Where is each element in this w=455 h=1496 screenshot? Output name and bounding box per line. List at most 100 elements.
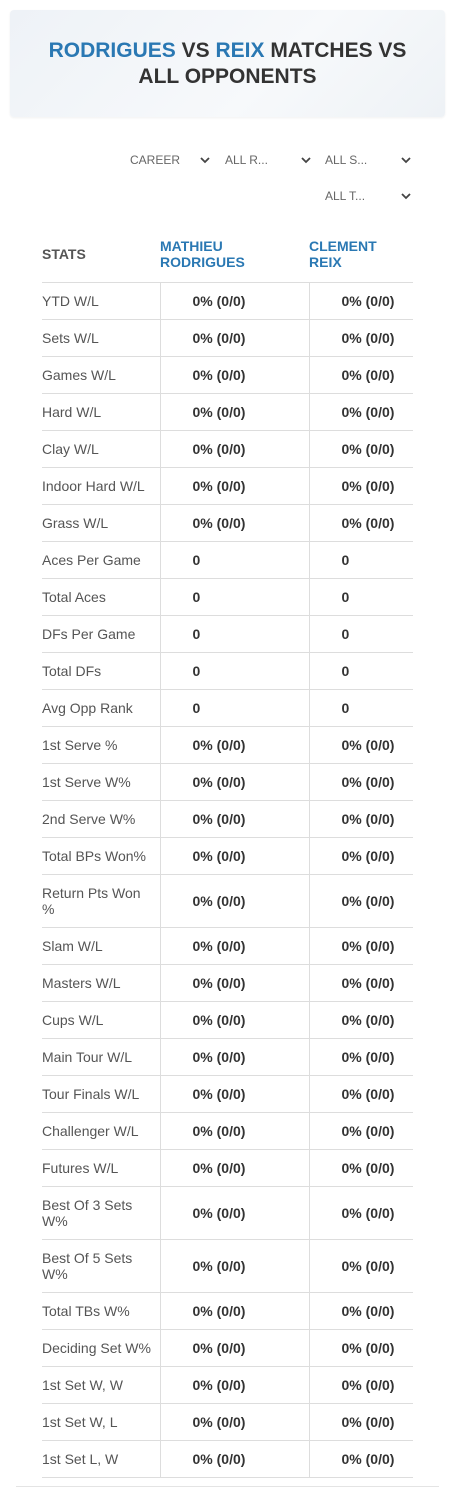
header-row: STATS MATHIEU RODRIGUES CLEMENT REIX: [42, 225, 413, 283]
stat-row: Slam W/L 0% (0/0) 0% (0/0): [42, 927, 413, 965]
player-name: RODRIGUES: [48, 38, 176, 62]
stat-label: 1st Serve W%: [42, 763, 160, 801]
stat-value: 0% (0/0): [308, 504, 413, 542]
filter-select[interactable]: ALL S...: [325, 150, 411, 170]
stat-value: 0% (0/0): [159, 927, 309, 965]
chevron-icon: [401, 157, 411, 164]
stat-row: Total TBs W% 0% (0/0) 0% (0/0): [42, 1292, 413, 1330]
title-text: VS: [181, 38, 210, 62]
stat-value: 0% (0/0): [308, 1038, 413, 1076]
stat-value: 0% (0/0): [159, 1112, 309, 1150]
stat-label: Indoor Hard W/L: [42, 467, 160, 505]
chevron-icon: [401, 193, 411, 200]
stat-value: 0% (0/0): [159, 467, 309, 505]
stat-label: 2nd Serve W%: [42, 800, 160, 838]
stat-label: Challenger W/L: [42, 1112, 160, 1150]
stat-value: 0% (0/0): [159, 1366, 309, 1404]
stat-row: Total BPs Won% 0% (0/0) 0% (0/0): [42, 837, 413, 875]
stat-value: 0% (0/0): [159, 393, 309, 431]
stat-row: Futures W/L 0% (0/0) 0% (0/0): [42, 1149, 413, 1187]
stat-value: 0% (0/0): [308, 319, 413, 357]
stat-value: 0% (0/0): [308, 800, 413, 838]
stat-label: Best Of 3 Sets W%: [42, 1186, 160, 1240]
stat-value: 0% (0/0): [159, 504, 309, 542]
stat-row: Avg Opp Rank 0 0: [42, 689, 413, 727]
stat-value: 0% (0/0): [159, 1329, 309, 1367]
header-box: RODRIGUES VS REIX MATCHES VS ALL OPPONEN…: [10, 10, 445, 117]
filter-select[interactable]: CAREER: [130, 150, 210, 170]
stat-label: Clay W/L: [42, 430, 160, 468]
page-title: RODRIGUES VS REIX MATCHES VS ALL OPPONEN…: [28, 38, 428, 90]
filter-select[interactable]: ALL T...: [325, 186, 411, 206]
filter-label: ALL S...: [325, 153, 368, 167]
stat-row: Total DFs 0 0: [42, 652, 413, 690]
stat-label: Aces Per Game: [42, 541, 160, 579]
filter-select[interactable]: ALL R...: [225, 150, 311, 170]
stat-value: 0% (0/0): [308, 1112, 413, 1150]
stat-value: 0: [159, 652, 309, 690]
stat-row: Return Pts Won % 0% (0/0) 0% (0/0): [42, 874, 413, 928]
stat-value: 0% (0/0): [308, 1366, 413, 1404]
stat-label: Total TBs W%: [42, 1292, 160, 1330]
stat-value: 0% (0/0): [159, 800, 309, 838]
stat-row: Masters W/L 0% (0/0) 0% (0/0): [42, 964, 413, 1002]
stat-row: Challenger W/L 0% (0/0) 0% (0/0): [42, 1112, 413, 1150]
stat-row: Hard W/L 0% (0/0) 0% (0/0): [42, 393, 413, 431]
stat-value: 0% (0/0): [159, 763, 309, 801]
stat-value: 0% (0/0): [159, 1075, 309, 1113]
stat-value: 0% (0/0): [159, 964, 309, 1002]
table-body: YTD W/L 0% (0/0) 0% (0/0) Sets W/L 0% (0/0) 0…: [42, 282, 413, 1478]
stat-value: 0% (0/0): [159, 1239, 309, 1293]
stat-label: Games W/L: [42, 356, 160, 394]
stat-value: 0: [159, 578, 309, 616]
stat-value: 0% (0/0): [308, 763, 413, 801]
stats-header: STATS: [42, 225, 160, 283]
stat-row: Indoor Hard W/L 0% (0/0) 0% (0/0): [42, 467, 413, 505]
stat-row: Deciding Set W% 0% (0/0) 0% (0/0): [42, 1329, 413, 1367]
stat-value: 0% (0/0): [308, 1292, 413, 1330]
filter-label: ALL T...: [325, 189, 366, 203]
filter-label: CAREER: [130, 153, 181, 167]
stat-label: Total BPs Won%: [42, 837, 160, 875]
stat-label: YTD W/L: [42, 282, 160, 320]
stat-label: Sets W/L: [42, 319, 160, 357]
stat-value: 0% (0/0): [159, 282, 309, 320]
stat-label: Futures W/L: [42, 1149, 160, 1187]
stat-label: Grass W/L: [42, 504, 160, 542]
stat-value: 0: [308, 615, 413, 653]
stat-value: 0: [308, 578, 413, 616]
stat-value: 0% (0/0): [159, 430, 309, 468]
stat-value: 0: [159, 541, 309, 579]
stat-value: 0: [159, 689, 309, 727]
stat-value: 0% (0/0): [159, 874, 309, 928]
stat-row: 2nd Serve W% 0% (0/0) 0% (0/0): [42, 800, 413, 838]
stat-row: Aces Per Game 0 0: [42, 541, 413, 579]
stat-label: Slam W/L: [42, 927, 160, 965]
stat-value: 0% (0/0): [308, 1440, 413, 1478]
stat-label: 1st Set L, W: [42, 1440, 160, 1478]
stat-value: 0% (0/0): [159, 356, 309, 394]
stat-label: Cups W/L: [42, 1001, 160, 1039]
stat-row: Cups W/L 0% (0/0) 0% (0/0): [42, 1001, 413, 1039]
player-header: CLEMENT REIX: [309, 225, 413, 283]
stat-value: 0% (0/0): [308, 282, 413, 320]
stat-label: 1st Set W, L: [42, 1403, 160, 1441]
stat-value: 0% (0/0): [308, 430, 413, 468]
stat-row: Clay W/L 0% (0/0) 0% (0/0): [42, 430, 413, 468]
stat-value: 0% (0/0): [159, 1149, 309, 1187]
stat-row: Sets W/L 0% (0/0) 0% (0/0): [42, 319, 413, 357]
stat-value: 0: [159, 615, 309, 653]
chevron-icon: [200, 157, 210, 164]
stat-value: 0% (0/0): [159, 1001, 309, 1039]
stat-value: 0% (0/0): [308, 874, 413, 928]
stat-value: 0% (0/0): [308, 1075, 413, 1113]
stat-row: Grass W/L 0% (0/0) 0% (0/0): [42, 504, 413, 542]
chevron-icon: [301, 157, 311, 164]
stat-value: 0% (0/0): [308, 393, 413, 431]
stat-label: Deciding Set W%: [42, 1329, 160, 1367]
stat-label: Return Pts Won %: [42, 874, 160, 928]
player-header: MATHIEU RODRIGUES: [160, 225, 309, 283]
stat-label: Best Of 5 Sets W%: [42, 1239, 160, 1293]
stat-label: Total DFs: [42, 652, 160, 690]
stat-value: 0% (0/0): [308, 1186, 413, 1240]
